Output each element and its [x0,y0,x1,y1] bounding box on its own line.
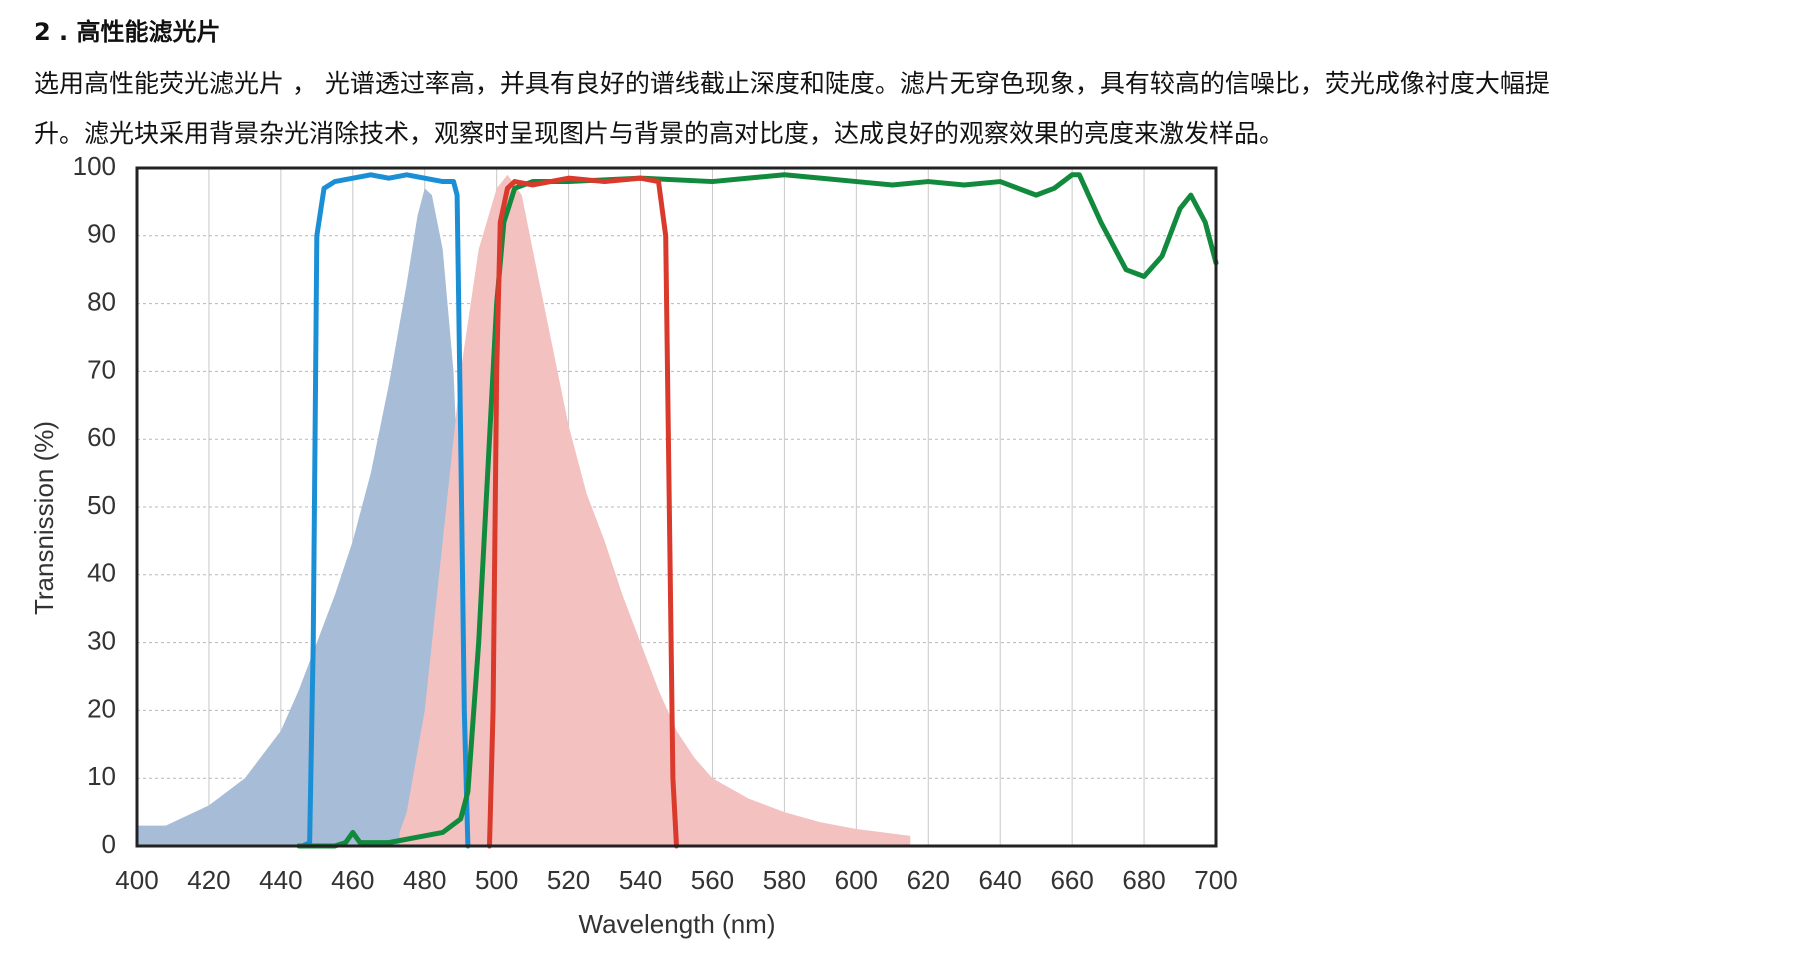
x-tick-label: 500 [475,865,518,895]
x-tick-label: 440 [259,865,302,895]
x-tick-label: 600 [835,865,878,895]
y-tick-label: 80 [87,286,116,316]
y-tick-label: 70 [87,354,116,384]
x-tick-label: 460 [331,865,374,895]
x-tick-label: 680 [1122,865,1165,895]
y-tick-label: 10 [87,761,116,791]
x-tick-label: 660 [1050,865,1093,895]
x-tick-label: 700 [1194,865,1237,895]
y-tick-label: 60 [87,422,116,452]
spectrum-area [137,188,483,847]
y-tick-label: 100 [73,151,116,181]
filter-line [486,175,679,849]
x-axis-title: Wavelength (nm) [579,909,776,939]
x-tick-label: 520 [547,865,590,895]
filter-line [296,172,1219,849]
x-tick-label: 480 [403,865,446,895]
y-tick-label: 20 [87,693,116,723]
x-tick-label: 400 [115,865,158,895]
y-tick-label: 40 [87,558,116,588]
y-tick-label: 50 [87,490,116,520]
paragraph-line: 升。滤光块采用背景杂光消除技术，观察时呈现图片与背景的高对比度，达成良好的观察效… [34,119,1285,148]
plot-frame [135,166,1218,848]
x-tick-label: 580 [763,865,806,895]
filter-line [299,172,471,849]
spectrum-area [399,174,911,846]
paragraph-line: 选用高性能荧光滤光片 ， 光谱透过率高，并具有良好的谱线截止深度和陡度。滤片无穿… [34,69,1550,98]
y-tick-label: 0 [102,829,116,859]
y-tick-label: 90 [87,219,116,249]
x-tick-label: 420 [187,865,230,895]
x-tick-label: 540 [619,865,662,895]
x-tick-label: 620 [907,865,950,895]
y-axis-title: Transnission (%) [29,421,59,615]
x-tick-label: 560 [691,865,734,895]
x-tick-label: 640 [979,865,1022,895]
section-heading: 2 . 高性能滤光片 [34,18,221,46]
y-tick-label: 30 [87,625,116,655]
